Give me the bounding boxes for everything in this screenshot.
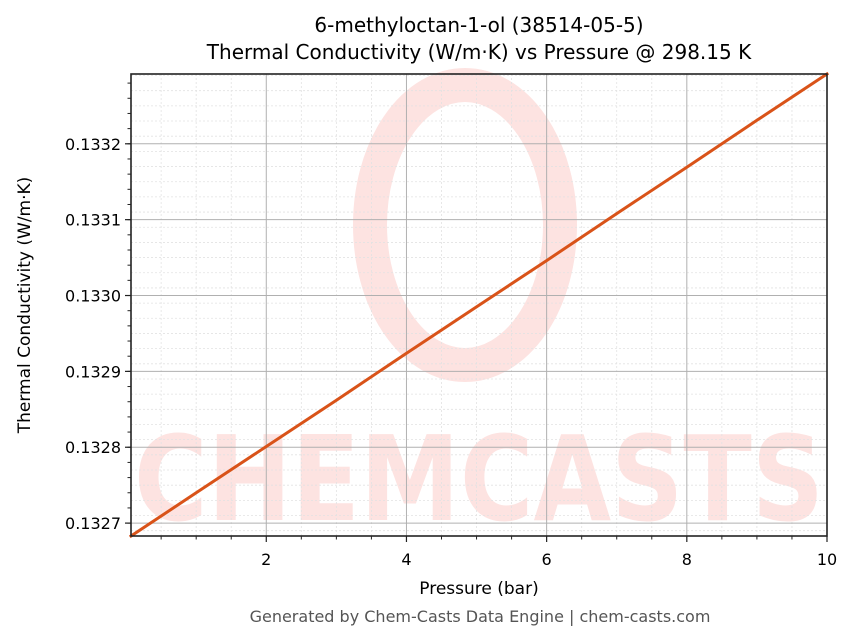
x-tick-label: 4: [401, 550, 411, 569]
x-tick-label: 2: [261, 550, 271, 569]
data-series: [128, 71, 830, 539]
x-tick-label: 10: [817, 550, 837, 569]
major-grid: [131, 74, 827, 536]
x-tick-label: 8: [682, 550, 692, 569]
y-tick-label: 0.1328: [65, 438, 121, 457]
x-axis-label: Pressure (bar): [419, 579, 538, 599]
y-axis-label: Thermal Conductivity (W/m·K): [15, 177, 35, 435]
plot-frame: [130, 73, 828, 537]
chart-subtitle: Thermal Conductivity (W/m·K) vs Pressure…: [206, 40, 752, 64]
y-tick-label: 0.1331: [65, 211, 121, 230]
y-axis-ticks: 0.1327 0.1328 0.1329 0.1330 0.1331 0.1332: [65, 82, 131, 533]
chart-title: 6-methyloctan-1-ol (38514-05-5): [314, 13, 644, 37]
y-tick-label: 0.1327: [65, 514, 121, 533]
series-line: [128, 71, 830, 539]
minor-grid: [131, 74, 827, 536]
x-tick-label: 6: [542, 550, 552, 569]
watermark-ring: [353, 68, 577, 382]
watermark: CHEMCASTS: [134, 68, 824, 548]
y-tick-label: 0.1329: [65, 362, 121, 381]
x-axis-ticks: 2 4 6 8 10: [160, 536, 837, 569]
watermark-text: CHEMCASTS: [134, 410, 824, 548]
y-tick-label: 0.1332: [65, 135, 121, 154]
footer-credit: Generated by Chem-Casts Data Engine | ch…: [249, 607, 711, 626]
y-tick-label: 0.1330: [65, 287, 121, 306]
